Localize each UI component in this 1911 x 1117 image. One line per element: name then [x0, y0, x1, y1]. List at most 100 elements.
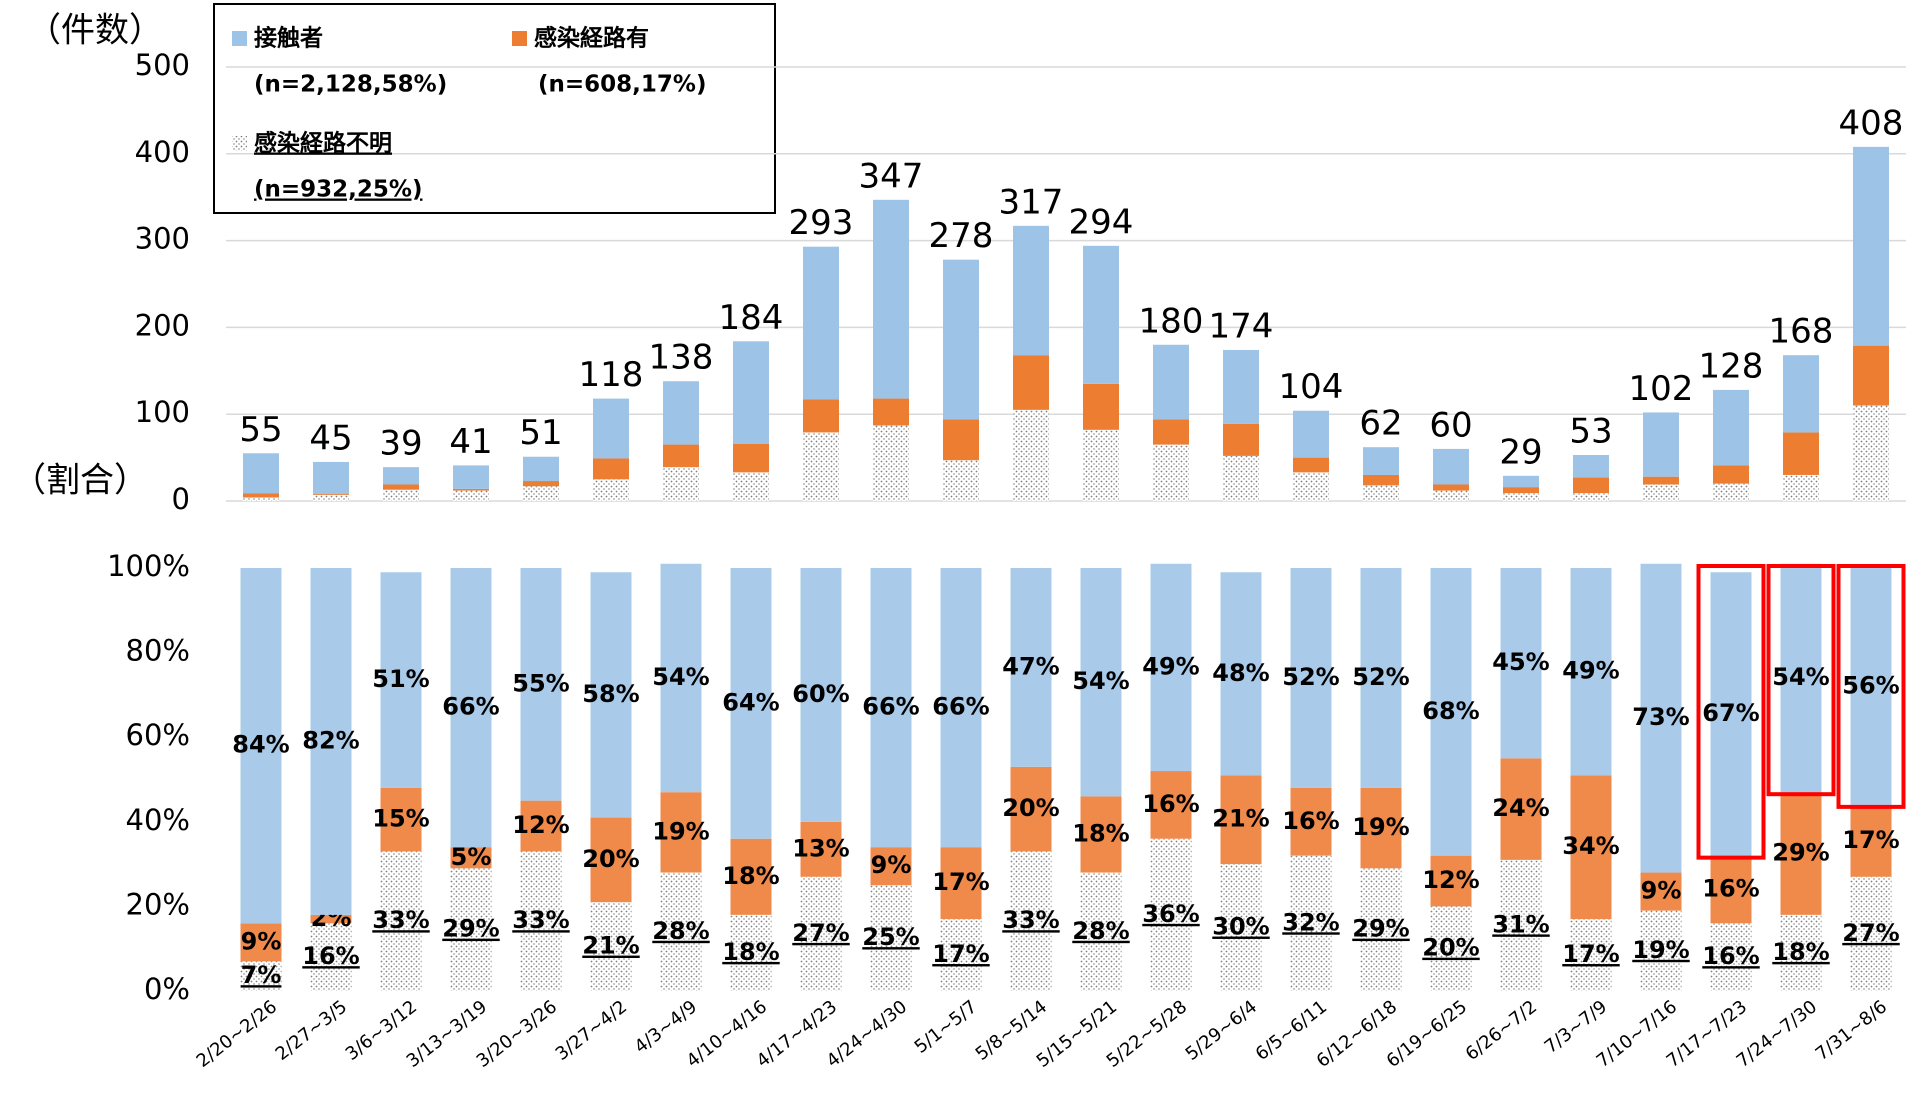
- bar-segment: [730, 838, 772, 915]
- bar-segment: [523, 456, 559, 482]
- bar-segment: [383, 484, 419, 490]
- total-label: 62: [1359, 404, 1402, 444]
- bar-segment: [520, 800, 562, 852]
- bar-segment: [383, 489, 419, 501]
- bar-segment: [1293, 410, 1329, 458]
- total-label: 138: [649, 338, 714, 378]
- bar-segment: [593, 398, 629, 459]
- x-tick-label: 7/31~8/6: [1812, 996, 1892, 1065]
- bar-segment: [660, 563, 702, 793]
- x-tick-label: 5/1~5/7: [911, 996, 981, 1058]
- bar-segment: [1220, 572, 1262, 776]
- bar-segment: [450, 847, 492, 869]
- bar-segment: [1640, 910, 1682, 991]
- bar-segment: [1150, 771, 1192, 839]
- bar-segment: [1780, 792, 1822, 915]
- bar-segment: [1013, 409, 1049, 501]
- total-label: 55: [239, 410, 282, 450]
- bar-segment: [803, 432, 839, 501]
- bar-segment: [1363, 485, 1399, 501]
- bar-segment: [1500, 568, 1542, 759]
- bar-segment: [380, 851, 422, 991]
- x-tick-label: 6/26~7/2: [1462, 996, 1542, 1065]
- value-label: 55%: [512, 669, 569, 697]
- bar-segment: [1223, 423, 1259, 456]
- value-label: 17%: [932, 868, 989, 896]
- bar-segment: [243, 497, 279, 501]
- bar-segment: [240, 923, 282, 962]
- y-axis-label: （件数）: [27, 11, 163, 51]
- bar-segment: [663, 444, 699, 468]
- bar-segment: [1850, 568, 1892, 805]
- bar-segment: [1290, 787, 1332, 856]
- bar-segment: [1013, 225, 1049, 356]
- bar-segment: [1153, 344, 1189, 420]
- total-label: 51: [519, 413, 562, 453]
- y-tick-label: 300: [135, 222, 190, 256]
- bar-segment: [730, 568, 772, 839]
- value-label: 16%: [1142, 790, 1199, 818]
- y-tick-label: 200: [135, 308, 190, 342]
- bar-segment: [310, 923, 352, 991]
- bar-segment: [1503, 475, 1539, 488]
- total-label: 293: [789, 203, 854, 243]
- value-label: 15%: [372, 805, 429, 833]
- bar-segment: [1573, 493, 1609, 501]
- bar-segment: [663, 467, 699, 501]
- bar-segment: [240, 568, 282, 924]
- value-label: 36%: [1142, 900, 1199, 928]
- value-label: 60%: [792, 680, 849, 708]
- value-label: 9%: [1641, 877, 1682, 905]
- value-label: 12%: [1422, 866, 1479, 894]
- bar-segment: [520, 851, 562, 991]
- highlight-box: [1836, 564, 1906, 809]
- x-tick-label: 3/27~4/2: [552, 996, 632, 1065]
- bar-segment: [450, 868, 492, 991]
- bar-segment: [733, 472, 769, 501]
- bar-segment: [1643, 476, 1679, 485]
- legend-box: [213, 3, 776, 214]
- value-label: 31%: [1492, 910, 1549, 938]
- bar-segment: [1853, 146, 1889, 346]
- bar-segment: [1853, 405, 1889, 501]
- bar-segment: [1500, 859, 1542, 991]
- total-label: 29: [1499, 432, 1542, 472]
- total-label: 102: [1629, 369, 1694, 409]
- bar-segment: [310, 568, 352, 915]
- value-label: 21%: [582, 932, 639, 960]
- value-label: 33%: [512, 906, 569, 934]
- total-label: 53: [1569, 411, 1612, 451]
- bar-segment: [943, 460, 979, 501]
- value-label: 25%: [862, 923, 919, 951]
- bar-segment: [1153, 444, 1189, 501]
- bar-segment: [660, 872, 702, 991]
- value-label: 34%: [1562, 832, 1619, 860]
- bar-segment: [870, 847, 912, 886]
- value-label: 16%: [1282, 807, 1339, 835]
- bar-segment: [1643, 412, 1679, 477]
- bar-segment: [1710, 572, 1752, 856]
- value-label: 82%: [302, 726, 359, 754]
- bar-segment: [733, 443, 769, 473]
- bar-segment: [1500, 758, 1542, 860]
- total-label: 168: [1769, 312, 1834, 352]
- bar-segment: [940, 919, 982, 991]
- bar-segment: [313, 494, 349, 495]
- bar-segment: [660, 792, 702, 873]
- bar-segment: [590, 572, 632, 818]
- y-tick-label: 0%: [144, 972, 190, 1006]
- bar-segment: [523, 481, 559, 487]
- total-label: 128: [1699, 346, 1764, 386]
- total-label: 278: [929, 216, 994, 256]
- bar-segment: [450, 568, 492, 848]
- value-label: 21%: [1212, 805, 1269, 833]
- total-label: 347: [859, 156, 924, 196]
- bar-segment: [1080, 872, 1122, 991]
- value-label: 27%: [1842, 919, 1899, 947]
- value-label: 30%: [1212, 913, 1269, 941]
- bar-segment: [943, 419, 979, 461]
- highlight-box: [1766, 564, 1836, 797]
- value-label: 49%: [1562, 657, 1619, 685]
- legend-label: 感染経路不明: [254, 130, 392, 157]
